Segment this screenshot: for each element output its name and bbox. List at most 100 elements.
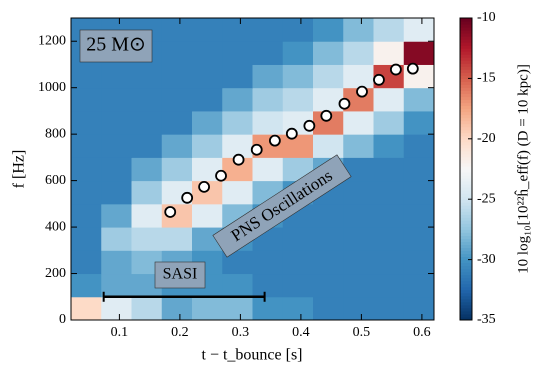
heatmap-cell	[282, 296, 314, 321]
colorbar-segment	[460, 217, 472, 221]
heatmap-cell	[373, 296, 405, 321]
heatmap-cell	[192, 110, 223, 135]
heatmap-cell	[252, 110, 284, 135]
heatmap-cell	[222, 180, 253, 205]
colorbar-segment	[460, 42, 472, 46]
colorbar-segment	[460, 223, 472, 227]
colorbar-segment	[460, 316, 472, 321]
heatmap-cell	[403, 41, 435, 65]
heatmap-cell	[222, 157, 253, 182]
heatmap-cell	[403, 296, 435, 321]
colorbar-segment	[460, 60, 472, 64]
colorbar-segment	[460, 304, 472, 309]
heatmap-cell	[403, 134, 435, 158]
colorbar-segment	[460, 181, 472, 185]
heatmap-cell	[192, 203, 223, 228]
heatmap-cell	[71, 157, 102, 182]
heatmap-cell	[192, 64, 223, 89]
colorbar-segment	[460, 271, 472, 276]
heatmap-cell	[192, 87, 223, 112]
heatmap-cell	[343, 134, 374, 158]
colorbar-segment	[460, 57, 472, 61]
colorbar-segment	[460, 147, 472, 152]
x-tick-label: 0.5	[353, 325, 371, 340]
colorbar-segment	[460, 280, 472, 285]
heatmap-cell	[313, 296, 344, 321]
heatmap-cell	[161, 87, 193, 112]
colorbar-segment	[460, 90, 472, 94]
heatmap-cell	[101, 296, 132, 321]
heatmap-cell	[71, 296, 102, 321]
colorbar-segment	[460, 268, 472, 273]
heatmap-cell	[131, 110, 163, 135]
colorbar-segment	[460, 33, 472, 37]
annotation: 25 M⊙	[86, 34, 146, 56]
annotation-box	[154, 261, 206, 289]
scatter-point	[268, 134, 281, 147]
colorbar-segment	[460, 313, 472, 318]
colorbar-segment	[460, 298, 472, 303]
colorbar-segment	[460, 184, 472, 188]
colorbar-segment	[460, 18, 472, 22]
colorbar-segment	[460, 169, 472, 173]
colorbar-segment	[460, 256, 472, 261]
heatmap-cell	[71, 203, 102, 228]
colorbar-segment	[460, 307, 472, 312]
y-tick-label: 800	[45, 126, 66, 141]
heatmap-cell	[101, 273, 132, 298]
colorbar-segment	[460, 253, 472, 258]
heatmap-cell	[252, 157, 284, 182]
scatter-point	[198, 180, 211, 193]
heatmap-cell	[131, 250, 163, 275]
heatmap-cell	[131, 64, 163, 89]
heatmap-cell	[131, 296, 163, 321]
heatmap-cell	[71, 87, 102, 112]
x-tick-label: 0.1	[111, 325, 129, 340]
colorbar-segment	[460, 129, 472, 134]
heatmap-cell	[101, 203, 132, 228]
scatter-point	[285, 127, 298, 140]
heatmap-cell	[71, 250, 102, 275]
heatmap-cell	[403, 18, 435, 42]
colorbar-label: 10 log₁₀[10²²ĥ_eff(f) (D = 10 kpc)]	[514, 64, 531, 274]
colorbar-segment	[460, 235, 472, 239]
colorbar-segment	[460, 238, 472, 242]
scatter-point	[320, 109, 333, 122]
scatter-point	[389, 63, 402, 76]
x-tick-label: 0.2	[171, 325, 189, 340]
colorbar-segment	[460, 138, 472, 143]
colorbar-segment	[460, 301, 472, 306]
heatmap-cell	[101, 134, 132, 158]
scatter-point	[215, 169, 227, 182]
colorbar-segment	[460, 63, 472, 67]
colorbar-segment	[460, 21, 472, 25]
heatmap-cell	[373, 250, 405, 275]
heatmap-cell	[101, 64, 132, 89]
heatmap-cell	[403, 180, 435, 205]
scatter-point	[232, 153, 245, 166]
heatmap-cell	[343, 18, 374, 42]
heatmap-cell	[161, 64, 193, 89]
y-tick-label: 400	[45, 219, 66, 234]
colorbar-segment	[460, 99, 472, 104]
heatmap-cell	[282, 227, 314, 251]
heatmap-cell	[192, 41, 223, 65]
heatmap-cell	[313, 227, 344, 251]
colorbar-segment	[460, 30, 472, 34]
colorbar-segment	[460, 187, 472, 191]
heatmap-cell	[222, 87, 253, 112]
heatmap-cell	[282, 18, 314, 42]
heatmap-cell	[373, 157, 405, 182]
heatmap-cell	[282, 250, 314, 275]
heatmap-cell	[403, 87, 435, 112]
heatmap-cell	[101, 227, 132, 251]
colorbar-segment	[460, 75, 472, 79]
heatmap-cell	[403, 203, 435, 228]
colorbar-segment	[460, 178, 472, 182]
heatmap-cell	[373, 18, 405, 42]
heatmap-cell	[373, 203, 405, 228]
colorbar-segment	[460, 84, 472, 88]
heatmap-cell	[71, 110, 102, 135]
colorbar-tick-label: -30	[477, 252, 496, 267]
heatmap-cell	[161, 18, 193, 42]
